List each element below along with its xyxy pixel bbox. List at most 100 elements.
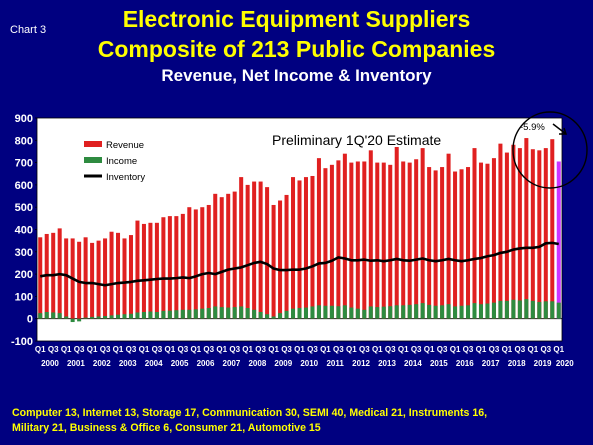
income-bar — [530, 300, 535, 319]
x-tick-label: Q3 — [515, 345, 526, 354]
revenue-bar — [543, 148, 548, 319]
footnote-line-1: Computer 13, Internet 13, Storage 17, Co… — [12, 407, 488, 419]
legend-label: Income — [106, 156, 137, 167]
revenue-bar — [440, 167, 445, 319]
income-bar — [116, 314, 121, 319]
revenue-bar — [316, 158, 321, 319]
x-tick-label: Q1 — [87, 345, 98, 354]
revenue-bar — [349, 162, 354, 319]
revenue-bar — [265, 187, 270, 319]
income-bar — [278, 313, 283, 319]
x-tick-label: Q3 — [152, 345, 163, 354]
income-bar — [316, 305, 321, 319]
revenue-bar — [478, 162, 483, 319]
highlight-ellipse — [512, 111, 588, 189]
x-tick-label: Q3 — [281, 345, 292, 354]
estimate-bar — [556, 161, 561, 319]
x-tick-label: Q1 — [139, 345, 150, 354]
year-label: 2013 — [378, 359, 396, 368]
revenue-bar — [109, 231, 114, 319]
income-bar — [70, 318, 75, 323]
year-label: 2017 — [482, 359, 500, 368]
x-tick-label: Q1 — [61, 345, 72, 354]
year-label: 2020 — [556, 359, 574, 368]
year-label: 2008 — [248, 359, 266, 368]
revenue-bar — [252, 181, 257, 319]
income-bar — [213, 306, 218, 319]
revenue-bar — [323, 168, 328, 319]
revenue-bar — [537, 150, 542, 319]
income-bar — [504, 300, 509, 319]
income-bar — [180, 309, 185, 319]
y-tick-label: -100 — [11, 336, 33, 348]
revenue-bar — [90, 242, 95, 319]
income-bar — [491, 302, 496, 319]
income-bar — [336, 306, 341, 319]
revenue-bar — [472, 148, 477, 319]
x-tick-label: Q3 — [359, 345, 370, 354]
income-bar — [90, 316, 95, 319]
income-bar — [154, 312, 159, 319]
income-bar — [485, 303, 490, 319]
income-bar — [77, 318, 82, 322]
revenue-bar — [362, 161, 367, 319]
footnote: Computer 13, Internet 13, Storage 17, Co… — [12, 406, 592, 436]
income-bar — [135, 312, 140, 319]
income-bar — [239, 306, 244, 319]
revenue-bar — [258, 181, 263, 319]
year-label: 2002 — [93, 359, 111, 368]
revenue-bar — [174, 216, 179, 319]
revenue-bar — [530, 149, 535, 319]
revenue-bar — [135, 220, 140, 319]
income-bar — [517, 300, 522, 319]
year-label: 2015 — [430, 359, 448, 368]
income-bar — [329, 305, 334, 319]
income-bar — [291, 308, 296, 319]
income-bar — [472, 303, 477, 319]
revenue-bar — [446, 153, 451, 319]
year-label: 2012 — [352, 359, 370, 368]
x-tick-label: Q3 — [463, 345, 474, 354]
revenue-bar — [148, 222, 153, 319]
y-tick-label: 300 — [15, 247, 33, 259]
year-label: 2016 — [456, 359, 474, 368]
y-tick-label: 200 — [15, 269, 33, 281]
revenue-bar — [453, 171, 458, 319]
year-label: 2006 — [197, 359, 215, 368]
footnote-line-2: Military 21, Business & Office 6, Consum… — [12, 422, 321, 434]
x-tick-label: Q1 — [242, 345, 253, 354]
income-bar — [141, 312, 146, 319]
income-bar — [187, 309, 192, 319]
income-bar — [401, 305, 406, 319]
revenue-bar — [401, 161, 406, 319]
legend-label: Inventory — [106, 172, 145, 183]
revenue-bar — [278, 200, 283, 319]
income-bar — [303, 307, 308, 319]
year-label: 2010 — [300, 359, 318, 368]
x-tick-label: Q1 — [527, 345, 538, 354]
x-tick-label: Q1 — [113, 345, 124, 354]
revenue-bar — [381, 162, 386, 319]
title-line-1: Electronic Equipment Suppliers — [122, 6, 471, 32]
revenue-bar — [161, 217, 166, 319]
revenue-bar — [232, 191, 237, 319]
revenue-bar — [116, 232, 121, 319]
x-tick-label: Q3 — [100, 345, 111, 354]
revenue-bar — [96, 240, 101, 319]
x-tick-label: Q1 — [398, 345, 409, 354]
revenue-bar — [291, 177, 296, 319]
income-bar — [355, 308, 360, 319]
revenue-bar — [368, 150, 373, 319]
revenue-bar — [355, 161, 360, 319]
year-label: 2000 — [41, 359, 59, 368]
income-bar — [258, 312, 263, 319]
x-tick-label: Q1 — [35, 345, 46, 354]
revenue-bar — [388, 164, 393, 319]
income-bar — [219, 307, 224, 319]
income-bar — [252, 309, 257, 319]
year-label: 2007 — [223, 359, 241, 368]
income-bar — [96, 316, 101, 319]
income-bar — [368, 306, 373, 319]
income-bar — [550, 301, 555, 319]
